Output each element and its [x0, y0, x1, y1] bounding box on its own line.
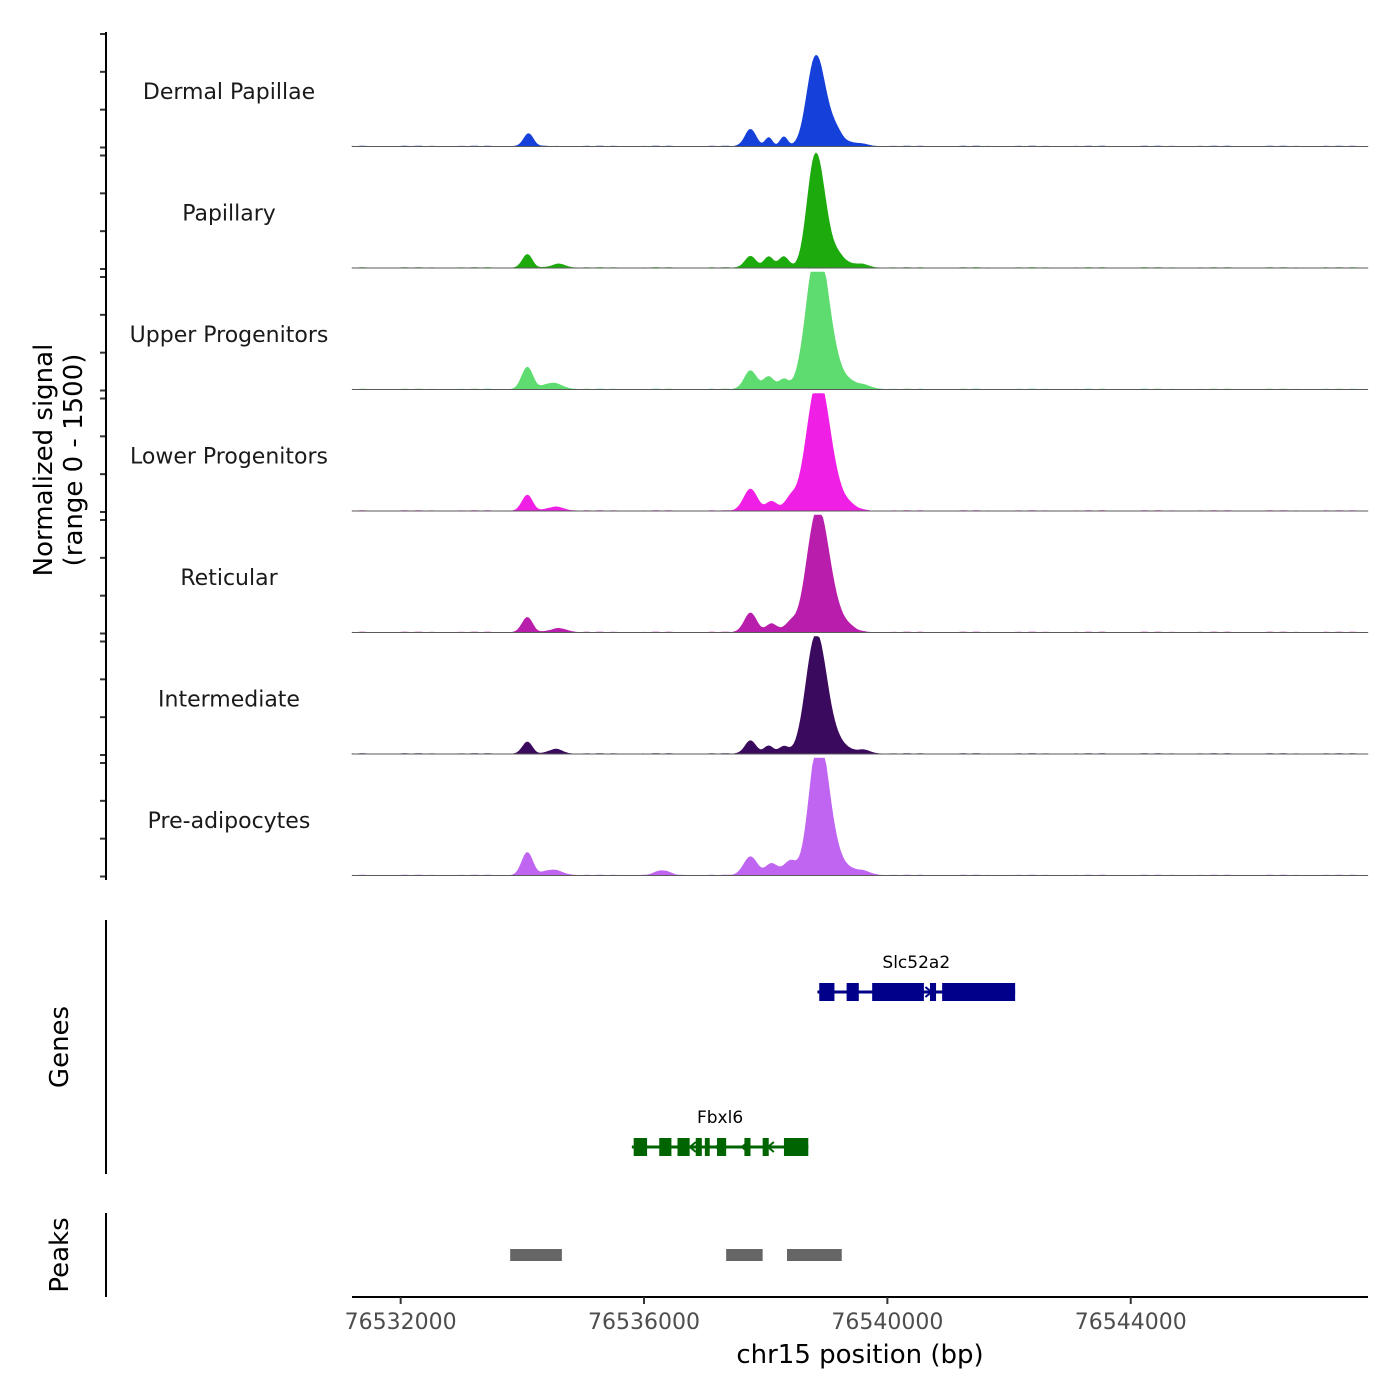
gene-exon [929, 983, 937, 1001]
genes-track-title: Genes [45, 1006, 75, 1088]
track-labels: Dermal Papillae Papillary Upper Progenitor… [130, 80, 329, 834]
gene-exon [695, 1138, 702, 1156]
y-axis-title-line1: Normalized signal [29, 344, 59, 577]
gene-label: Fbxl6 [697, 1108, 743, 1128]
gene-slc52a2: Slc52a2 [817, 953, 1016, 1001]
track-label: Intermediate [158, 688, 300, 713]
coverage-area [351, 757, 1369, 876]
coverage-area [351, 393, 1369, 512]
strand-arrow [688, 1141, 697, 1153]
gene-exon [717, 1138, 727, 1156]
peak-region [786, 1249, 842, 1261]
track-intermediate [351, 636, 1369, 755]
x-axis-title: chr15 position (bp) [736, 1340, 983, 1370]
strand-arrow [740, 1141, 749, 1153]
track-upper-progenitors [351, 271, 1369, 390]
coverage-area [351, 152, 1369, 269]
x-tick-label: 76532000 [345, 1310, 457, 1335]
track-reticular [351, 514, 1369, 633]
gene-exon [942, 983, 1016, 1001]
strand-arrow [766, 1141, 775, 1153]
track-pre-adipocytes [351, 757, 1369, 876]
gene-exon [677, 1138, 690, 1156]
gene-exon [762, 1138, 769, 1156]
strand-arrow [898, 986, 907, 998]
x-axis: 76532000 76536000 76540000 76544000 [345, 1296, 1368, 1335]
signal-y-axis [100, 32, 107, 880]
strand-arrow [1002, 986, 1011, 998]
strand-arrow [636, 1141, 645, 1153]
x-tick-label: 76544000 [1075, 1310, 1187, 1335]
gene-exon [744, 1138, 751, 1156]
strand-arrow [820, 986, 829, 998]
strand-arrow [924, 986, 933, 998]
strand-arrow [976, 986, 985, 998]
strand-arrow [662, 1141, 671, 1153]
strand-arrow [872, 986, 881, 998]
peak-region [510, 1249, 562, 1261]
strand-arrow [846, 986, 855, 998]
coverage-area [351, 514, 1369, 633]
coverage-area [351, 636, 1369, 755]
strand-arrow [714, 1141, 723, 1153]
gene-exon [872, 983, 924, 1001]
track-label: Upper Progenitors [130, 323, 329, 348]
gene-exon [633, 1138, 648, 1156]
coverage-area [351, 271, 1369, 390]
track-label: Dermal Papillae [143, 80, 315, 105]
track-label: Lower Progenitors [130, 445, 328, 470]
peaks-track-title: Peaks [45, 1217, 75, 1292]
strand-arrow [950, 986, 959, 998]
x-tick-label: 76536000 [588, 1310, 700, 1335]
coverage-area [351, 54, 1369, 147]
track-label: Reticular [180, 566, 278, 591]
x-tick-label: 76540000 [831, 1310, 943, 1335]
strand-arrow [792, 1141, 801, 1153]
gene-label: Slc52a2 [882, 953, 950, 973]
track-dermal-papillae [351, 54, 1369, 147]
track-label: Papillary [182, 202, 276, 227]
peak-region [726, 1249, 763, 1261]
signal-tracks [351, 54, 1369, 876]
gene-fbxl6: Fbxl6 [631, 1108, 809, 1156]
track-label: Pre-adipocytes [148, 809, 311, 834]
gene-exon [704, 1138, 710, 1156]
track-lower-progenitors [351, 393, 1369, 512]
gene-track: Slc52a2 Fbxl6 [105, 920, 1016, 1174]
peak-track [105, 1213, 842, 1297]
gene-exon [783, 1138, 809, 1156]
y-axis-title-line2: (range 0 - 1500) [59, 354, 89, 567]
track-papillary [351, 152, 1369, 269]
